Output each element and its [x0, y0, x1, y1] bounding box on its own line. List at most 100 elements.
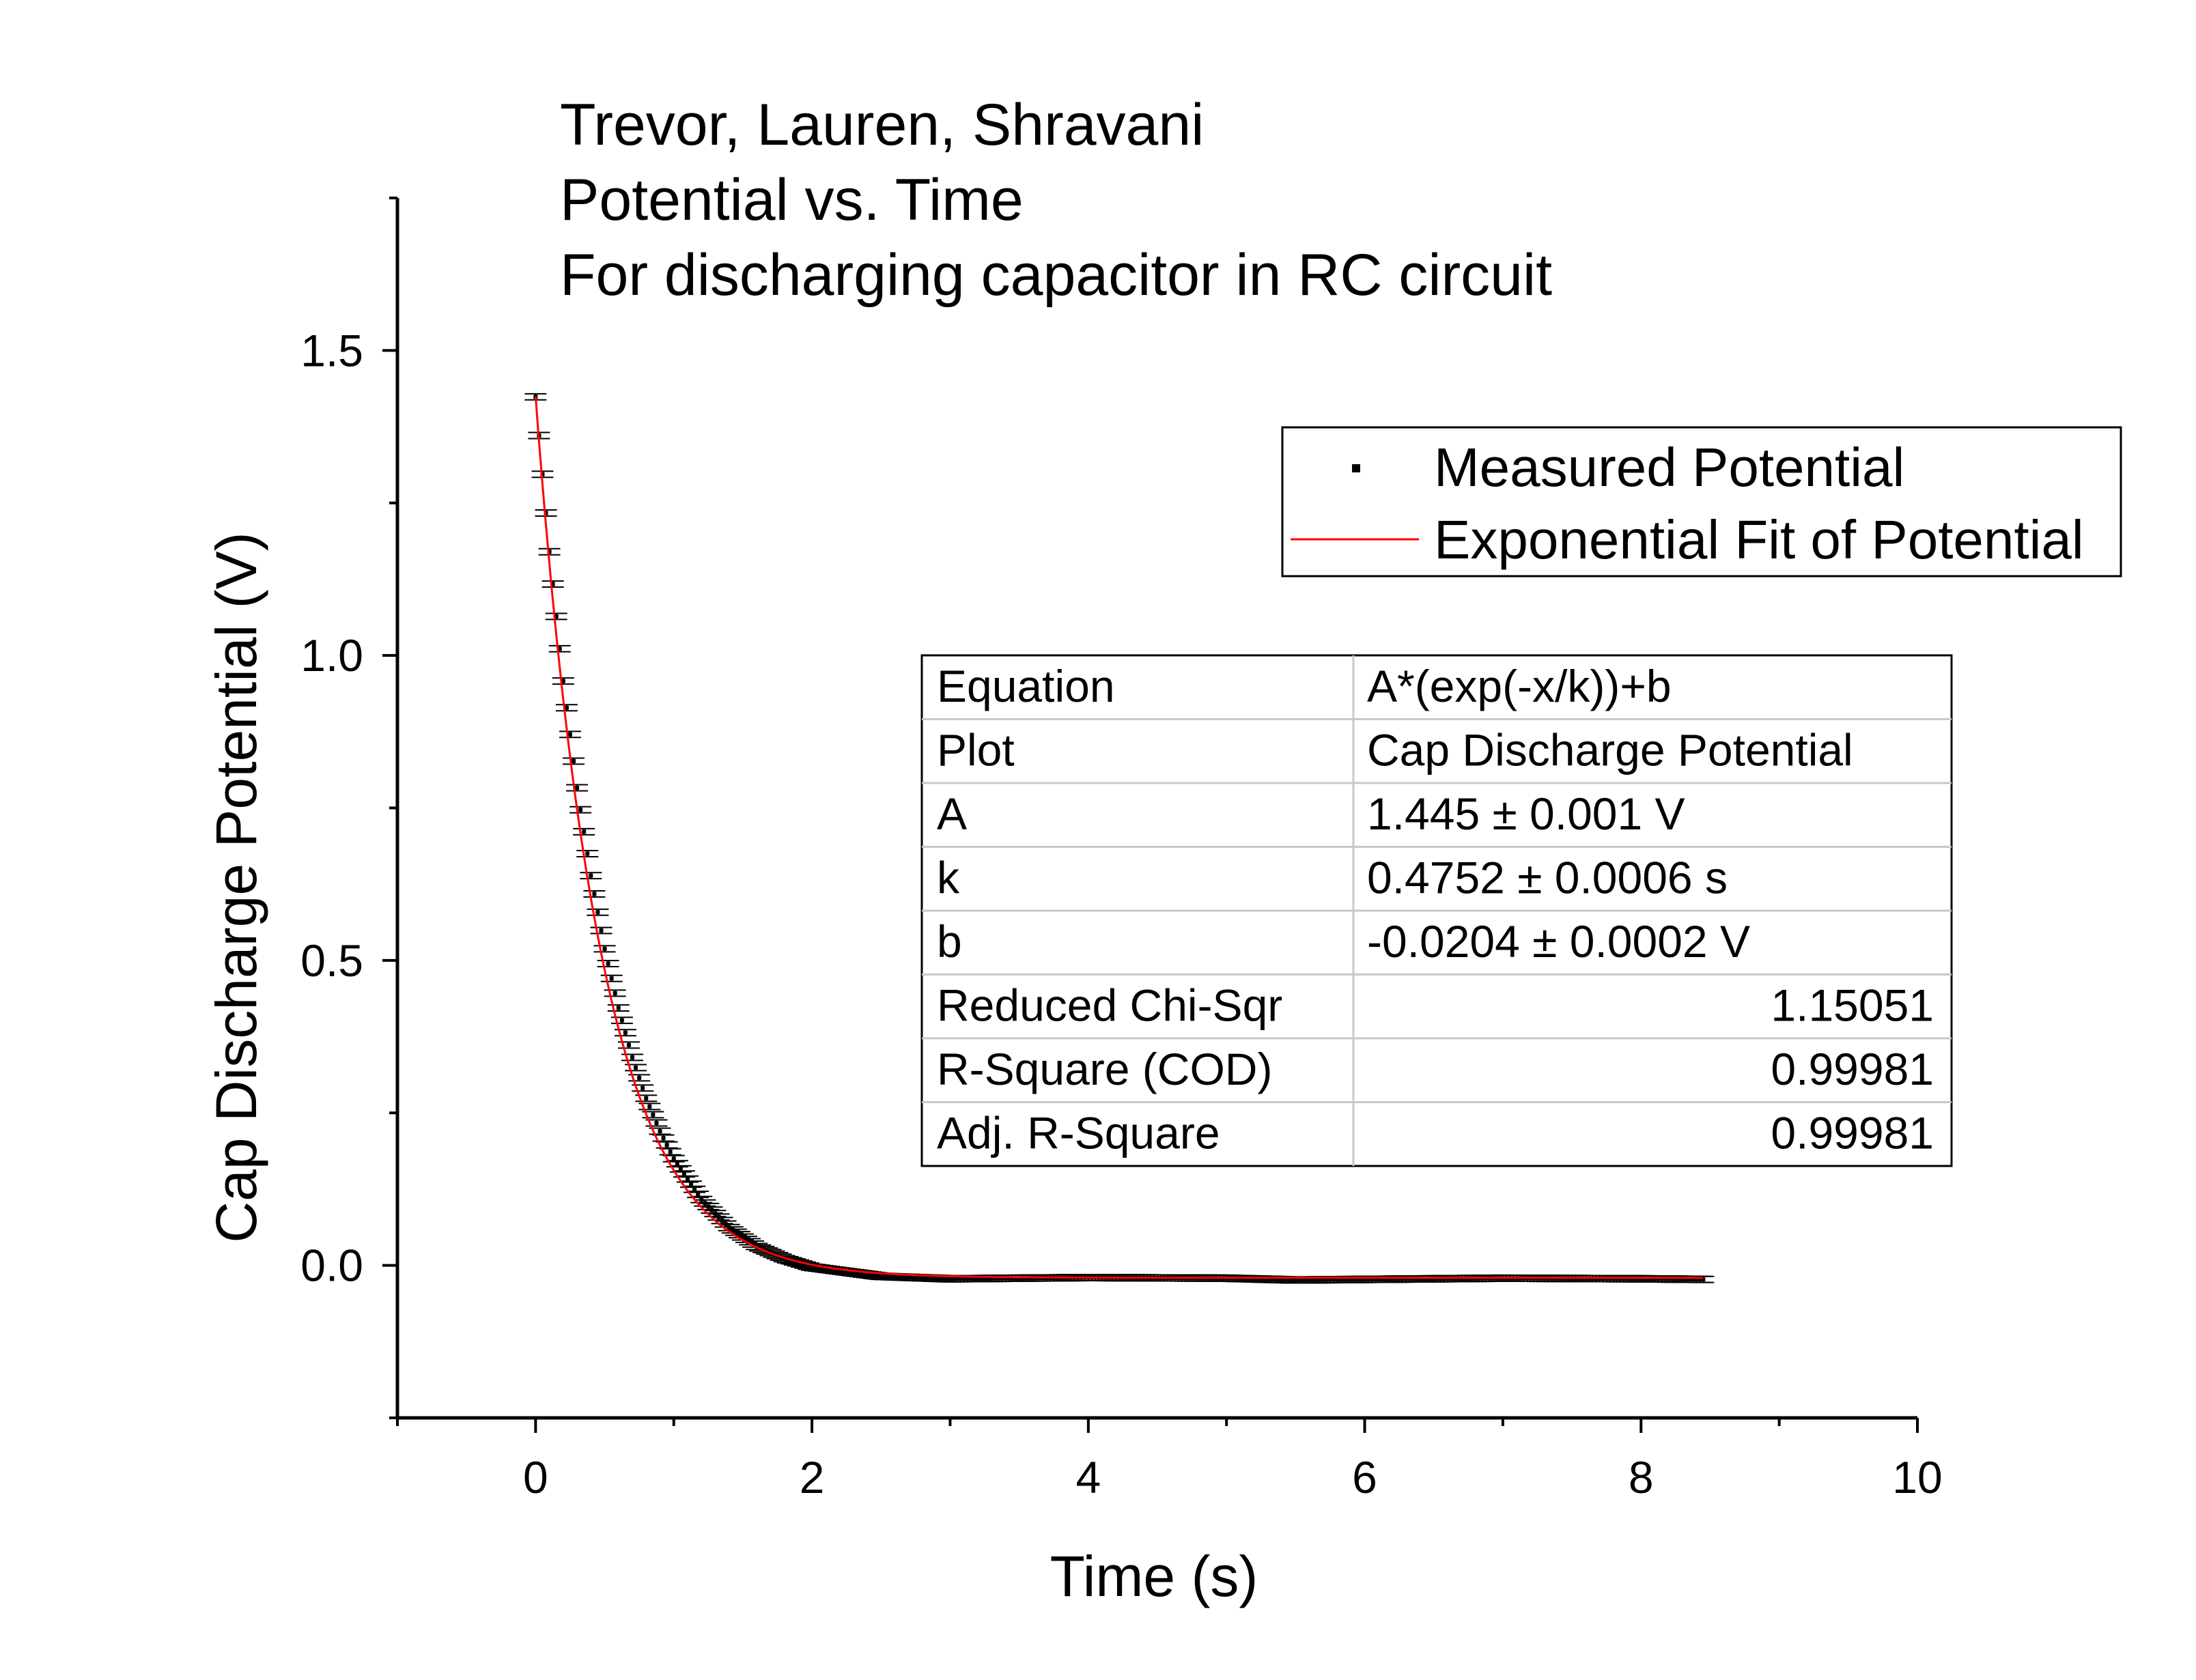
- data-point: [975, 1276, 980, 1281]
- data-point: [882, 1274, 887, 1279]
- data-point: [1407, 1277, 1412, 1281]
- table-row-label: Equation: [937, 661, 1115, 711]
- legend-marker-points: [1352, 464, 1360, 472]
- table-row-value: 0.99981: [1771, 1108, 1934, 1158]
- data-point: [1293, 1278, 1298, 1283]
- y-tick-label: 1.5: [300, 325, 363, 375]
- data-point: [827, 1267, 832, 1272]
- table-row-label: A: [937, 788, 967, 839]
- data-point: [575, 786, 580, 791]
- data-point: [886, 1275, 890, 1279]
- chart-title: Trevor, Lauren, Shravani Potential vs. T…: [560, 92, 1552, 308]
- data-point: [892, 1275, 897, 1279]
- data-point: [906, 1275, 911, 1280]
- data-point: [1355, 1277, 1360, 1282]
- table-row-label: R-Square (COD): [937, 1044, 1272, 1094]
- data-point: [616, 1006, 621, 1010]
- data-point: [869, 1272, 873, 1277]
- data-point: [941, 1276, 946, 1281]
- legend: Measured Potential Exponential Fit of Po…: [1281, 426, 2122, 578]
- data-point: [637, 1075, 642, 1080]
- data-point: [875, 1274, 880, 1279]
- data-point: [861, 1272, 866, 1277]
- data-point: [924, 1276, 929, 1281]
- data-point: [1394, 1277, 1398, 1281]
- data-point: [602, 946, 607, 951]
- data-point: [689, 1182, 694, 1186]
- data-point: [1286, 1277, 1291, 1282]
- data-point: [658, 1129, 662, 1134]
- data-point: [567, 732, 572, 737]
- data-point: [972, 1276, 976, 1281]
- data-point: [582, 829, 587, 834]
- data-point: [837, 1268, 842, 1273]
- data-point: [634, 1065, 638, 1070]
- data-point: [1362, 1277, 1367, 1282]
- data-point: [1255, 1277, 1260, 1281]
- data-point: [623, 1030, 628, 1035]
- data-point: [796, 1261, 800, 1266]
- data-point: [851, 1270, 856, 1275]
- data-point: [630, 1055, 635, 1059]
- data-point: [740, 1235, 745, 1240]
- data-point: [727, 1225, 731, 1230]
- chart-title-line-2: Potential vs. Time: [560, 167, 1024, 233]
- data-point: [1400, 1277, 1405, 1281]
- x-axis-title: Time (s): [1050, 1544, 1258, 1608]
- data-point: [1390, 1277, 1395, 1281]
- data-point: [1352, 1277, 1357, 1282]
- data-point: [585, 851, 590, 856]
- data-point: [1307, 1277, 1312, 1282]
- data-point: [817, 1266, 821, 1270]
- data-point: [1673, 1277, 1678, 1281]
- data-point: [1670, 1277, 1674, 1281]
- data-point: [651, 1112, 656, 1117]
- data-point: [1283, 1277, 1288, 1282]
- data-point: [1659, 1277, 1664, 1281]
- data-point: [824, 1266, 828, 1271]
- data-point: [737, 1232, 742, 1237]
- data-point: [654, 1120, 659, 1125]
- data-point: [1421, 1277, 1426, 1281]
- table-row-label: b: [937, 916, 962, 967]
- data-point: [841, 1269, 845, 1274]
- data-point: [1694, 1277, 1699, 1282]
- data-point: [920, 1275, 925, 1280]
- data-point: [996, 1276, 1001, 1281]
- data-point: [647, 1104, 652, 1109]
- y-tick-label: 0.0: [300, 1240, 363, 1291]
- data-point: [834, 1268, 839, 1272]
- table-row-value: 1.15051: [1771, 980, 1934, 1031]
- data-point: [699, 1197, 704, 1202]
- data-point: [830, 1268, 835, 1272]
- data-point: [1701, 1277, 1706, 1282]
- data-point: [606, 961, 610, 966]
- table-row-value: A*(exp(-x/k))+b: [1367, 661, 1672, 711]
- data-point: [1317, 1277, 1322, 1282]
- data-point: [613, 991, 617, 995]
- data-point: [1269, 1277, 1273, 1282]
- data-point: [661, 1136, 666, 1141]
- data-point: [993, 1276, 998, 1281]
- data-point: [1000, 1276, 1004, 1281]
- axes: [382, 197, 1919, 1433]
- data-point: [1327, 1277, 1332, 1282]
- data-point: [644, 1096, 649, 1100]
- data-point: [1321, 1277, 1325, 1282]
- data-point: [1663, 1277, 1667, 1281]
- data-point: [561, 679, 565, 683]
- fit-results-table: Equation A*(exp(-x/k))+b Plot Cap Discharge…: [920, 654, 1953, 1167]
- data-point: [1652, 1277, 1657, 1281]
- data-point: [1265, 1277, 1270, 1281]
- data-point: [899, 1275, 904, 1279]
- x-tick-label: 0: [523, 1452, 548, 1503]
- data-point: [720, 1218, 724, 1223]
- data-point: [792, 1259, 797, 1264]
- data-point: [675, 1161, 679, 1166]
- data-point: [554, 614, 559, 618]
- data-point: [1684, 1277, 1689, 1281]
- data-point: [1290, 1277, 1295, 1282]
- data-point: [968, 1277, 973, 1281]
- table-row-label: Adj. R-Square: [937, 1108, 1220, 1158]
- data-point: [1349, 1277, 1353, 1282]
